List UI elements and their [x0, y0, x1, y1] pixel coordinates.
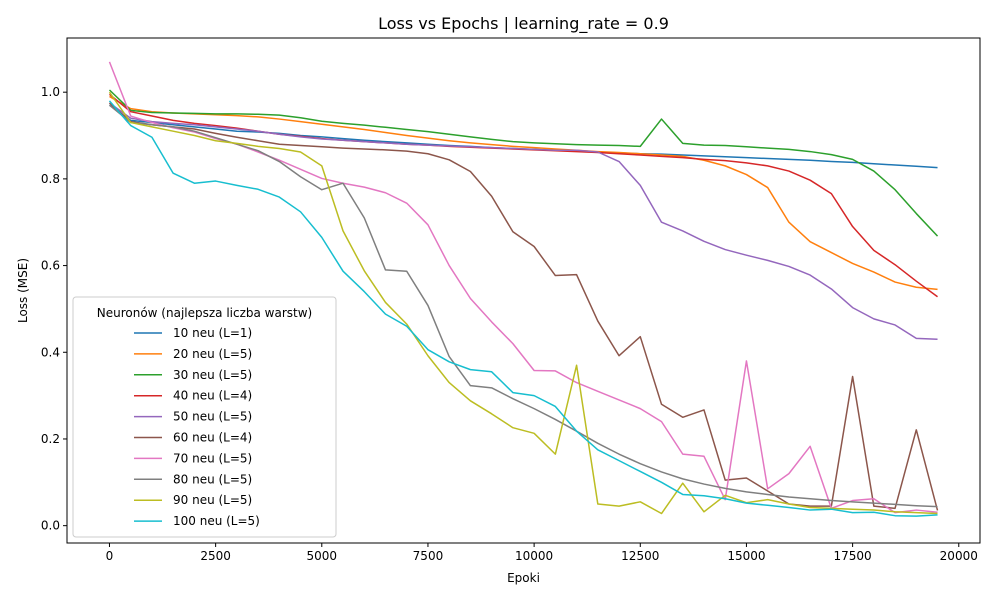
x-tick-label: 10000 — [515, 549, 553, 563]
series-line-5 — [109, 102, 938, 341]
legend-label: 100 neu (L=5) — [173, 514, 260, 528]
legend-label: 70 neu (L=5) — [173, 451, 252, 465]
y-axis: 0.0 0.2 0.4 0.6 0.8 1.0 — [41, 85, 67, 533]
legend-title: Neuronów (najlepsza liczba warstw) — [97, 306, 312, 320]
series-line-10 — [108, 100, 938, 517]
x-axis-label: Epoki — [507, 571, 540, 585]
y-tick-label: 0.8 — [41, 172, 60, 186]
x-axis: 0 2500 5000 7500 10000 12500 15000 17500 20000 — [106, 543, 978, 563]
chart-title: Loss vs Epochs | learning_rate = 0.9 — [378, 14, 669, 34]
legend: Neuronów (najlepsza liczba warstw) 10 neu… — [72, 296, 337, 538]
x-tick-label: 12500 — [621, 549, 659, 563]
y-tick-label: 0.4 — [41, 345, 60, 359]
x-tick-label: 7500 — [413, 549, 444, 563]
y-tick-label: 0.2 — [41, 432, 60, 446]
series-line-4 — [108, 93, 938, 298]
x-tick-label: 15000 — [727, 549, 765, 563]
axes-frame — [66, 37, 981, 544]
series-line-2 — [109, 95, 938, 291]
legend-label: 20 neu (L=5) — [173, 347, 252, 361]
y-tick-label: 0.0 — [41, 519, 60, 533]
x-tick-label: 5000 — [307, 549, 338, 563]
legend-label: 40 neu (L=4) — [173, 389, 252, 403]
legend-label: 50 neu (L=5) — [173, 410, 252, 424]
legend-box — [72, 296, 337, 538]
series-line-3 — [108, 89, 939, 237]
y-axis-label: Loss (MSE) — [16, 258, 30, 323]
x-tick-label: 2500 — [200, 549, 231, 563]
x-tick-label: 20000 — [940, 549, 978, 563]
x-tick-label: 0 — [106, 549, 114, 563]
legend-label: 90 neu (L=5) — [173, 493, 252, 507]
plot-area — [108, 61, 939, 517]
series-line-8 — [108, 104, 938, 508]
x-tick-label: 17500 — [834, 549, 872, 563]
legend-label: 10 neu (L=1) — [173, 326, 252, 340]
y-tick-label: 1.0 — [41, 85, 60, 99]
legend-label: 80 neu (L=5) — [173, 472, 252, 486]
legend-label: 30 neu (L=5) — [173, 368, 252, 382]
series-line-9 — [108, 91, 938, 515]
legend-label: 60 neu (L=4) — [173, 431, 252, 445]
y-tick-label: 0.6 — [41, 259, 60, 273]
